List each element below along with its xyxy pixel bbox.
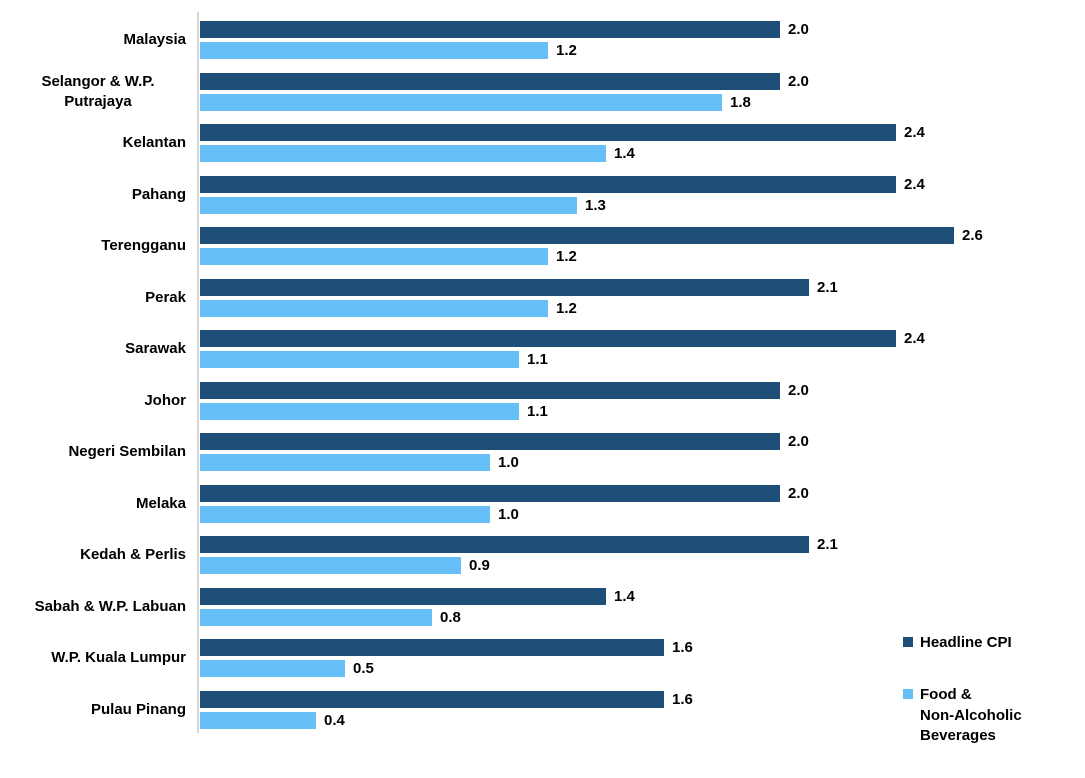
bar-group: Perak 2.1 1.2 (0, 278, 1085, 317)
value-label: 2.1 (817, 536, 838, 553)
value-label: 1.0 (498, 505, 519, 523)
bar-group: Sarawak 2.4 1.1 (0, 330, 1085, 368)
value-label: 2.0 (788, 433, 809, 450)
bar-group: Melaka 2.0 1.0 (0, 484, 1085, 523)
value-label: 1.6 (672, 639, 693, 656)
legend-label-headline-cpi: Headline CPI (920, 634, 1012, 651)
value-label: 1.2 (556, 299, 577, 317)
bar-group: Pulau Pinang 1.6 0.4 (0, 690, 1085, 729)
value-label: 2.0 (788, 381, 809, 399)
category-label: Pulau Pinang (90, 700, 186, 718)
bar-food-beverages (200, 711, 316, 729)
value-label: 1.2 (556, 248, 577, 265)
category-label: W.P. Kuala Lumpur (51, 649, 186, 667)
category-label: Perak (145, 288, 186, 306)
bar-headline-cpi (200, 433, 780, 450)
bar-headline-cpi (200, 72, 780, 90)
category-label: Negeri Sembilan (68, 443, 186, 461)
bar-group: Johor 2.0 1.1 (0, 381, 1085, 420)
category-label: Pahang (131, 185, 186, 203)
bar-food-beverages (200, 505, 490, 523)
value-label: 0.5 (353, 660, 374, 677)
value-label: 2.6 (962, 227, 983, 244)
bar-group: Kedah & Perlis 2.1 0.9 (0, 536, 1085, 574)
value-label: 2.0 (788, 484, 809, 502)
category-label: Malaysia (123, 31, 186, 49)
bar-headline-cpi (200, 587, 606, 605)
bar-food-beverages (200, 557, 461, 574)
bar-group: Malaysia 2.0 1.2 (0, 21, 1085, 59)
value-label: 1.8 (730, 93, 751, 111)
value-label: 0.9 (469, 557, 490, 574)
category-label: Johor (144, 391, 186, 409)
bar-food-beverages (200, 299, 548, 317)
category-label: Terengganu (101, 237, 186, 255)
legend: Headline CPI Food & Non-Alcoholic Bevera… (903, 633, 1078, 778)
value-label: 1.0 (498, 454, 519, 471)
bar-food-beverages (200, 608, 432, 626)
bar-food-beverages (200, 93, 722, 111)
value-label: 1.2 (556, 42, 577, 59)
value-label: 1.1 (527, 402, 548, 420)
legend-swatch-headline-cpi (903, 637, 913, 647)
bar-headline-cpi (200, 124, 896, 141)
legend-item-headline-cpi: Headline CPI (903, 633, 1078, 653)
bar-headline-cpi (200, 227, 954, 244)
bar-group: Selangor & W.P. Putrajaya 2.0 1.8 (0, 72, 1085, 111)
bar-headline-cpi (200, 639, 664, 656)
value-label: 0.8 (440, 608, 461, 626)
bar-group: Terengganu 2.6 1.2 (0, 227, 1085, 265)
bar-group: Sabah & W.P. Labuan 1.4 0.8 (0, 587, 1085, 626)
value-label: 0.4 (324, 711, 345, 729)
value-label: 1.6 (672, 690, 693, 708)
bar-food-beverages (200, 145, 606, 162)
value-label: 1.4 (614, 145, 635, 162)
value-label: 2.0 (788, 21, 809, 38)
bar-group: Negeri Sembilan 2.0 1.0 (0, 433, 1085, 471)
bar-headline-cpi (200, 175, 896, 193)
legend-item-food-beverages: Food & Non-Alcoholic Beverages (903, 685, 1078, 746)
bar-food-beverages (200, 196, 577, 214)
bar-headline-cpi (200, 330, 896, 347)
value-label: 1.1 (527, 351, 548, 368)
bar-headline-cpi (200, 536, 809, 553)
value-label: 1.3 (585, 196, 606, 214)
bar-group: Pahang 2.4 1.3 (0, 175, 1085, 214)
category-label: Selangor & W.P. Putrajaya (41, 73, 155, 110)
bar-food-beverages (200, 351, 519, 368)
bar-headline-cpi (200, 21, 780, 38)
category-label: Kelantan (122, 134, 186, 152)
category-label: Melaka (135, 494, 186, 512)
bar-headline-cpi (200, 484, 780, 502)
value-label: 1.4 (614, 587, 635, 605)
value-label: 2.0 (788, 72, 809, 90)
bar-headline-cpi (200, 690, 664, 708)
bar-headline-cpi (200, 381, 780, 399)
value-label: 2.4 (904, 175, 925, 193)
bar-food-beverages (200, 660, 345, 677)
bar-group: W.P. Kuala Lumpur 1.6 0.5 (0, 639, 1085, 677)
value-label: 2.4 (904, 124, 925, 141)
bar-food-beverages (200, 454, 490, 471)
bar-food-beverages (200, 402, 519, 420)
legend-label-food-beverages: Food & Non-Alcoholic Beverages (920, 686, 1022, 744)
category-label: Kedah & Perlis (80, 546, 186, 564)
bar-food-beverages (200, 248, 548, 265)
legend-swatch-food-beverages (903, 689, 913, 700)
bar-group: Kelantan 2.4 1.4 (0, 124, 1085, 162)
value-label: 2.1 (817, 278, 838, 296)
category-label: Sarawak (125, 340, 186, 358)
bar-food-beverages (200, 42, 548, 59)
category-label: Sabah & W.P. Labuan (34, 597, 186, 615)
value-label: 2.4 (904, 330, 925, 347)
category-axis-line (197, 12, 199, 733)
bar-headline-cpi (200, 278, 809, 296)
